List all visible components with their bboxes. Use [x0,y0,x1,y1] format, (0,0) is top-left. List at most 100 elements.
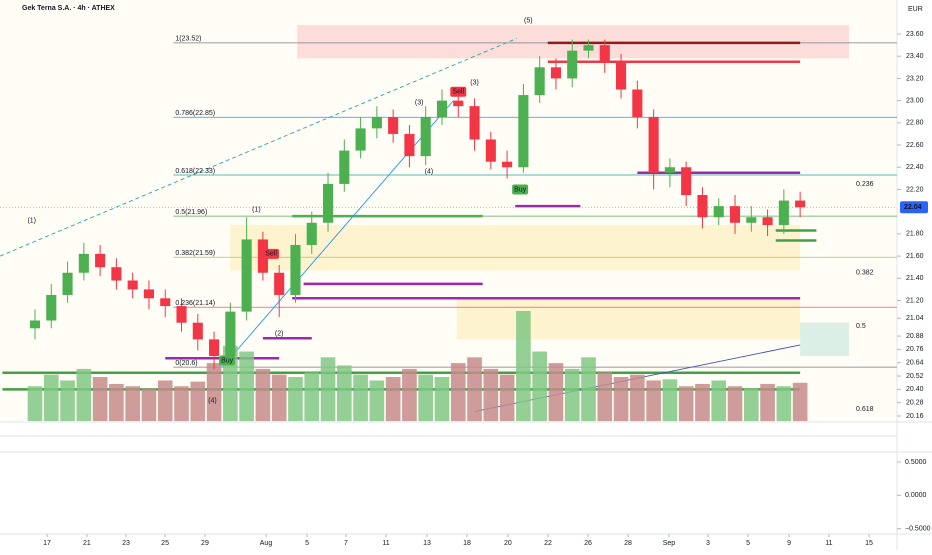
candle-body [713,206,724,218]
volume-bar [320,357,336,421]
signal-label: Buy [514,186,527,193]
y-tick-label: 23.60 [906,31,924,38]
volume-bar [776,386,792,421]
candle-body [567,50,578,79]
signal-label: Sell [452,89,464,96]
volume-bar [304,372,320,421]
candle-body [485,139,496,162]
x-tick-label: 5 [746,540,750,547]
volume-bar [792,382,808,421]
x-tick-label: 3 [706,540,710,547]
candle-body [29,320,41,329]
y-tick-label: 20.16 [906,413,924,420]
wave-label: (5) [524,18,533,25]
candle-body [274,272,285,295]
signal-badge [263,248,280,259]
candle-body [257,239,268,273]
volume-bar [141,388,157,421]
volume-bar [564,368,580,421]
volume-bar [434,377,450,421]
zone [800,322,849,357]
candle-body [78,253,89,273]
y-tick-label: 21.04 [906,315,924,322]
candle-body [436,100,448,118]
candle-body [404,133,415,157]
last-price-label: 22.04 [904,204,922,211]
signal-badge [219,355,236,366]
candle-body [306,222,317,245]
volume-bar [727,386,743,421]
signal-label: Sell [265,251,277,258]
fib-label: 0(20.6) [175,360,197,367]
volume-bar [646,380,661,421]
right-fib-label: 0.5 [856,323,866,330]
volume-bar [369,380,385,421]
indicator-tick-label: 0.0000 [905,492,927,499]
volume-bar [239,351,254,421]
y-tick-label: 20.76 [906,346,924,353]
volume-bar [467,357,482,421]
indicator-tick-label: −0.5000 [905,526,931,533]
volume-bar [174,386,189,421]
volume-bar [597,372,613,421]
candle-body [681,167,692,196]
y-tick-label: 20.40 [906,386,924,393]
volume-bar [157,380,173,421]
volume-bar [60,380,75,421]
x-tick-label: 17 [43,540,51,547]
candle-body [176,306,187,323]
volume-bar [548,363,564,421]
candle-body [46,294,57,321]
candle-body [795,200,806,208]
fib-label: 0.382(21.59) [175,250,215,257]
volume-bar [613,377,629,421]
volume-bar [499,374,515,421]
volume-bar [255,368,271,421]
trend-line [0,38,518,257]
candle-body [209,339,220,357]
x-tick-label: 25 [161,540,169,547]
volume-bar [385,377,401,421]
signal-badge [450,86,467,97]
last-price-box [900,201,928,214]
volume-bar [125,386,141,421]
fib-label: 0.5(21.96) [175,209,207,216]
y-tick-label: 23.40 [906,53,924,60]
candle-body [664,167,675,173]
wave-label: (2) [275,331,284,338]
x-tick-label: Sep [663,540,676,547]
y-tick-label: 22.40 [906,164,924,171]
wave-label: (3) [470,80,479,87]
right-fib-label: 0.618 [856,406,874,413]
y-tick-label: 21.60 [906,253,924,260]
volume-bar [711,380,727,421]
candle-body [225,311,236,357]
candle-body [143,289,155,299]
candle-body [502,161,513,168]
x-tick-label: 9 [787,540,791,547]
x-tick-label: 5 [305,540,309,547]
x-tick-label: 26 [584,540,592,547]
candle-body [420,117,431,157]
y-tick-label: 20.28 [906,400,924,407]
y-tick-label: 21.80 [906,231,924,238]
volume-bar [695,383,710,421]
wave-label: (1) [252,206,261,213]
candle-body [95,253,106,268]
volume-bar [288,377,303,421]
candle-body [729,206,741,223]
candle-body [550,67,561,79]
candle-body [453,100,464,107]
signal-label: Buy [221,357,234,364]
wave-label: (1) [27,217,36,224]
y-tick-label: 22.80 [906,120,924,127]
x-tick-label: 23 [122,540,130,547]
volume-bar [662,379,678,421]
fib-label: 0.236(21.14) [175,300,215,307]
volume-bar [418,374,434,421]
candle-body [322,183,334,223]
fib-label: 0.786(22.85) [175,110,215,117]
volume-bar [516,311,531,421]
chart-title: Gek Terna S.A. · 4h · ATHEX [22,5,115,12]
